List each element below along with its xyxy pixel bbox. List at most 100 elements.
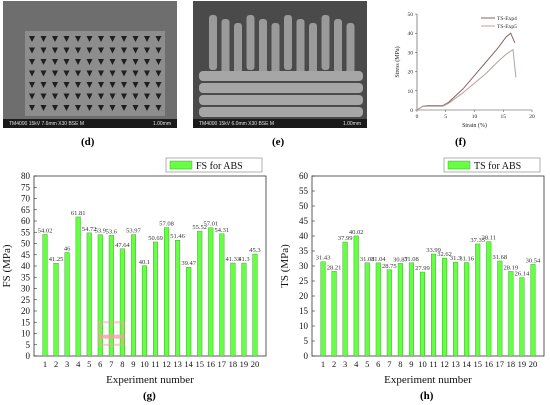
sem-pore: [40, 93, 47, 100]
sem-pore: [75, 70, 81, 77]
y-tick-label: 55: [299, 186, 309, 196]
sem-layer: [199, 83, 363, 93]
sem-fiber: [271, 23, 280, 78]
sem-pore: [109, 70, 116, 77]
x-tick-label: 7: [109, 359, 113, 369]
sem-pore: [52, 47, 58, 54]
sem-pore: [155, 70, 162, 77]
data-label-1: 54.02: [38, 227, 53, 234]
sem-pore: [109, 82, 116, 88]
data-label-7: 53.6: [106, 228, 118, 235]
bar-ts-16: [486, 241, 492, 357]
y-tick-label: 25: [299, 276, 309, 286]
y-tick-label: 25: [21, 295, 31, 305]
bar-ts-3: [342, 241, 348, 357]
y-tick-label: 75: [21, 182, 31, 192]
sem-pore: [75, 82, 81, 88]
bar-fs-2: [53, 262, 59, 357]
bar-fs-9: [130, 234, 136, 357]
bar-fs-14: [186, 266, 192, 357]
bar-ts-15: [475, 243, 481, 357]
bar-ts-10: [419, 271, 425, 357]
sem-scale-d: 1.00mm: [152, 121, 171, 127]
sem-pore: [29, 105, 35, 111]
y-tick-label: 35: [299, 246, 309, 256]
sem-pore: [98, 70, 104, 77]
x-tick-label: 16: [485, 359, 494, 369]
legend-swatch: [447, 160, 471, 170]
sem-pore: [144, 82, 150, 88]
sem-pore: [86, 82, 93, 88]
sem-pore: [132, 70, 139, 77]
sem-image-e: TM4000 15kV 6.0mm X30 BSE M 1.00mm: [193, 1, 367, 128]
sem-pore: [144, 105, 150, 111]
sem-pore: [155, 105, 162, 111]
x-tick-label: 18: [507, 359, 516, 369]
sem-pore: [109, 59, 116, 65]
bar-fs-16: [208, 227, 214, 357]
bar-ts-7: [386, 269, 392, 357]
sem-pore: [75, 59, 81, 65]
data-label-17: 54.31: [214, 227, 229, 234]
sem-pore: [121, 105, 127, 111]
sem-pore: [121, 70, 127, 77]
sem-pore: [29, 82, 35, 88]
data-label-15: 37.35: [470, 237, 485, 244]
sem-pore: [121, 47, 127, 54]
sem-pore: [29, 93, 35, 100]
sem-pore: [52, 59, 58, 65]
x-tick-label: 13: [173, 359, 182, 369]
sem-pore: [155, 82, 162, 88]
series-line-1: [416, 32, 516, 111]
sem-pore: [52, 105, 58, 111]
data-label-16: 57.01: [203, 221, 218, 228]
sem-fiber: [334, 19, 342, 74]
data-label-12: 57.08: [159, 221, 174, 228]
bar-fs-20: [252, 253, 258, 357]
x-tick-label: 15: [195, 359, 204, 369]
sem-fiber: [309, 23, 317, 78]
sem-pore: [40, 105, 47, 111]
sem-pore: [144, 93, 150, 100]
sem-pore: [132, 93, 139, 100]
x-tick-label: 5: [87, 359, 91, 369]
y-tick-label: 70: [21, 194, 31, 204]
data-label-9: 53.97: [126, 228, 141, 235]
data-label-5: 31.08: [360, 256, 375, 263]
y-tick-label: 35: [21, 272, 31, 282]
bar-fs-15: [197, 230, 203, 357]
x-tick-label: 20: [529, 114, 535, 120]
data-label-8: 30.87: [393, 256, 408, 263]
x-tick-label: 14: [184, 359, 193, 369]
bar-fs-19: [241, 262, 247, 357]
stress-strain-chart: 0 5 10 15 20 0 10 20 30 40 50 Strain (%) Stress (MPa…: [394, 12, 535, 129]
sem-pore: [132, 36, 139, 42]
sem-pore: [75, 36, 81, 42]
y-tick-label: 10: [21, 329, 31, 339]
data-label-11: 33.99: [426, 247, 441, 254]
bar-ts-20: [530, 264, 536, 357]
legend-label: TS for ABS: [474, 161, 521, 172]
legend-label: FS for ABS: [196, 161, 243, 172]
sem-pore: [40, 70, 47, 77]
legend-label-1: TS-Exp4: [497, 16, 517, 22]
highlight-band: [99, 334, 124, 339]
y-tick-label: 45: [299, 216, 309, 226]
sem-fiber: [221, 19, 230, 74]
sem-fiber: [284, 15, 292, 70]
data-label-7: 28.75: [382, 263, 397, 270]
bar-ts-14: [464, 262, 470, 357]
data-label-16: 38.11: [482, 235, 496, 242]
data-label-5: 54.72: [82, 226, 97, 233]
data-label-3: 46: [64, 246, 71, 253]
sem-pore: [132, 47, 139, 54]
y-tick-label: 45: [21, 250, 31, 260]
sem-fiber: [234, 23, 242, 78]
sem-caption-e: TM4000 15kV 6.0mm X30 BSE M: [199, 121, 275, 127]
x-tick-label: 6: [376, 359, 380, 369]
x-tick-label: 4: [354, 359, 359, 369]
x-tick-label: 0: [416, 114, 419, 120]
bar-fs-5: [86, 232, 92, 357]
sem-pore: [29, 59, 35, 65]
highlight-box: [98, 321, 125, 346]
